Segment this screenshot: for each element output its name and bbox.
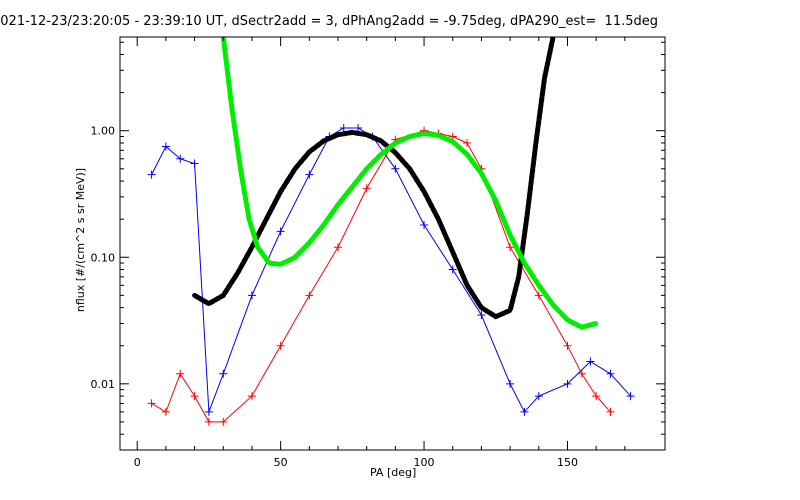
series-1-point-2 (176, 369, 185, 378)
series-1-point-22 (606, 407, 615, 416)
series-0-line (151, 127, 631, 413)
x-tick-label-2: 100 (414, 456, 435, 469)
series-1-point-6 (247, 392, 256, 401)
plot-frame (119, 36, 666, 451)
series-0-point-6 (247, 291, 256, 300)
y-axis-label: nflux [#/(cm^2 s sr MeV)] (74, 167, 87, 313)
series-0-point-11 (354, 124, 363, 133)
series-0-point-17 (506, 379, 515, 388)
series-0-point-13 (391, 164, 400, 173)
series-1-point-10 (362, 184, 371, 193)
series-1-point-7 (276, 341, 285, 350)
chart-title: 2021-12-23/23:20:05 - 23:39:10 UT, dSect… (0, 14, 658, 29)
series-0-point-0 (147, 170, 156, 179)
series-0-point-5 (219, 369, 228, 378)
series-1-point-21 (592, 392, 601, 401)
series-1-point-15 (463, 138, 472, 147)
series-0-point-21 (586, 357, 595, 366)
x-tick-label-1: 50 (274, 456, 288, 469)
series-0-point-19 (534, 392, 543, 401)
series-1-point-8 (305, 291, 314, 300)
series-0-point-18 (520, 407, 529, 416)
x-tick-label-0: 0 (134, 456, 141, 469)
series-0-point-20 (563, 379, 572, 388)
series-1-point-9 (334, 243, 342, 252)
series-0-point-10 (339, 124, 348, 133)
series-1-line (151, 130, 611, 423)
x-tick-label-3: 150 (557, 456, 578, 469)
series-3-fit-line (220, 37, 599, 330)
series-0-point-22 (606, 369, 615, 378)
series-1-point-0 (147, 399, 156, 408)
series-group (147, 37, 635, 426)
series-0-point-14 (420, 220, 429, 229)
series-0-point-7 (276, 227, 285, 236)
y-tick-label-1: 0.10 (91, 251, 116, 264)
series-1-point-1 (161, 407, 170, 416)
series-1-point-20 (577, 369, 586, 378)
y-tick-label-0: 0.01 (91, 378, 116, 391)
series-0-point-2 (176, 154, 185, 163)
series-0-point-3 (190, 159, 199, 168)
axes: 0 50 100 150 0.01 0.10 1.00 (91, 37, 665, 469)
series-1-point-17 (506, 243, 515, 252)
series-1-point-5 (219, 417, 228, 426)
series-0-point-15 (448, 265, 457, 274)
series-0-point-1 (161, 142, 170, 151)
series-0-point-8 (305, 170, 314, 179)
series-0-point-4 (204, 407, 213, 416)
x-axis-label: PA [deg] (370, 466, 417, 479)
series-1-point-3 (190, 392, 199, 401)
series-1-point-19 (563, 341, 572, 350)
y-tick-label-2: 1.00 (91, 125, 116, 138)
series-1-point-4 (204, 417, 213, 426)
series-0-point-23 (626, 392, 635, 401)
series-1-point-18 (534, 291, 543, 300)
plot-area (147, 37, 635, 426)
series-0-point-16 (477, 310, 486, 319)
